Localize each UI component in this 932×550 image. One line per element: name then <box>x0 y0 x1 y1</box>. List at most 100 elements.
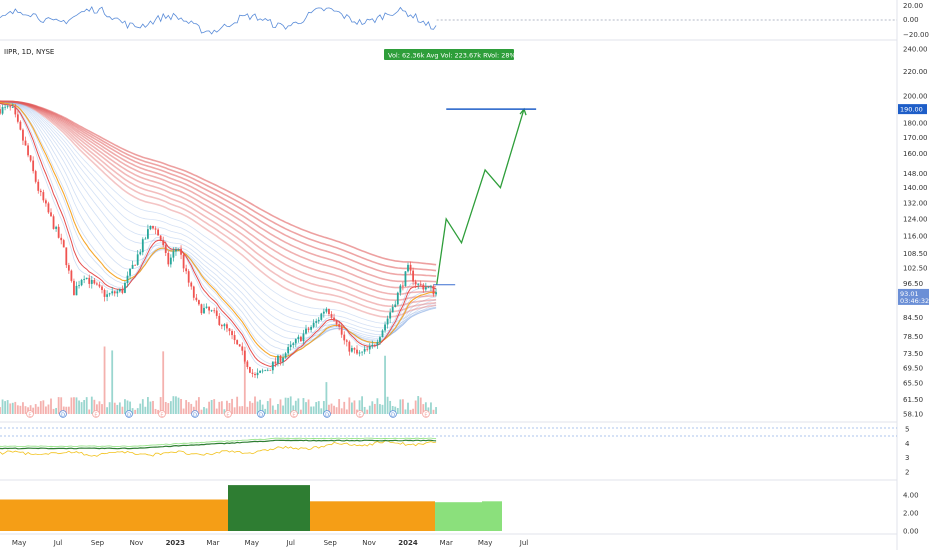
candle-body <box>402 285 404 287</box>
candle-body <box>371 344 374 347</box>
volume-bar <box>121 406 124 414</box>
candle-body <box>19 121 22 130</box>
candle-body <box>269 369 272 371</box>
volume-bar <box>417 396 420 414</box>
candle-body <box>368 346 371 350</box>
volume-bar <box>16 405 19 414</box>
target-price-tag: 190.00 <box>900 106 923 114</box>
candle-body <box>75 285 78 296</box>
candle-body <box>432 286 435 295</box>
volume-bar <box>175 396 177 414</box>
candle-body <box>399 285 402 293</box>
volume-bar <box>259 399 261 414</box>
price-tick-label: 132.00 <box>903 199 928 207</box>
volume-bar <box>139 403 142 414</box>
candle-body <box>333 317 335 321</box>
volume-bar <box>333 405 335 414</box>
volume-bar <box>39 401 42 414</box>
mid-tick-label: 5 <box>905 426 909 434</box>
volume-bar <box>422 404 425 414</box>
candle-body <box>340 326 343 335</box>
histogram-segment <box>0 499 228 531</box>
candle-body <box>335 320 338 325</box>
volume-bar <box>203 407 205 414</box>
candle-body <box>172 251 175 258</box>
candle-body <box>210 310 213 312</box>
candle-body <box>126 275 129 283</box>
volume-bar <box>73 397 75 414</box>
candle-body <box>88 277 91 284</box>
candle-body <box>185 268 188 272</box>
time-tick-label: Mar <box>206 539 219 547</box>
candle-body <box>101 286 103 290</box>
slow-ema-line <box>0 100 437 272</box>
current-time-tag: 03:46:32 <box>900 297 929 305</box>
stats-badge-bg <box>384 49 514 60</box>
dividend-marker <box>125 410 133 418</box>
mid-tick-label: 4 <box>905 440 910 448</box>
fast-ema-line <box>0 102 437 360</box>
bottom-indicator-pane <box>0 485 502 531</box>
candle-body <box>0 109 1 114</box>
volume-bar <box>407 402 409 414</box>
candle-body <box>315 321 318 323</box>
volume-bar <box>402 399 404 414</box>
volume-bar <box>78 400 80 414</box>
time-tick-label: May <box>12 539 26 547</box>
volume-bar <box>80 402 83 414</box>
candle-body <box>162 240 165 246</box>
price-tick-label: 102.50 <box>903 264 928 272</box>
candle-body <box>103 289 106 297</box>
candle-body <box>284 353 287 358</box>
volume-bar <box>427 407 430 414</box>
time-tick-label: 2023 <box>166 539 186 547</box>
price-tick-label: 96.50 <box>903 280 923 288</box>
candle-body <box>430 286 432 288</box>
volume-bar <box>424 402 427 414</box>
time-tick-label: Nov <box>362 539 376 547</box>
candle-body <box>106 294 108 297</box>
candle-body <box>24 140 27 146</box>
volume-bar <box>391 405 394 414</box>
candle-body <box>213 310 216 312</box>
volume-bar <box>396 408 399 414</box>
histogram-segment <box>228 485 310 531</box>
oscillator-pane <box>0 6 897 35</box>
price-tick-label: 78.50 <box>903 333 923 341</box>
candle-body <box>32 160 35 172</box>
volume-bar <box>215 408 218 414</box>
volume-bar <box>328 404 330 414</box>
volume-bar <box>83 400 86 414</box>
earnings-marker-label: E <box>424 413 427 419</box>
candle-body <box>274 361 277 364</box>
volume-bar <box>289 396 292 414</box>
volume-bar <box>14 401 17 414</box>
volume-bar <box>366 409 369 414</box>
volume-bar <box>371 401 374 414</box>
volume-bar <box>241 406 244 414</box>
mid-indicator-pane <box>0 427 897 457</box>
candle-body <box>379 337 381 343</box>
volume-bar <box>29 405 32 414</box>
volume-bar <box>136 408 139 414</box>
volume-bar <box>338 399 341 414</box>
volume-bar <box>210 399 213 414</box>
volume-bar <box>213 399 216 414</box>
candle-body <box>215 310 218 316</box>
candle-body <box>108 293 111 295</box>
fast-ema-line <box>0 102 437 365</box>
volume-bar <box>129 401 131 414</box>
volume-bar <box>131 408 134 414</box>
bottom-tick-label: 2.00 <box>903 510 919 518</box>
candle-body <box>412 270 414 282</box>
histogram-segment <box>310 501 435 531</box>
volume-bar <box>167 403 170 414</box>
volume-bar <box>198 397 200 414</box>
price-tick-label: 58.10 <box>903 411 923 419</box>
volume-bar <box>90 396 93 414</box>
candle-body <box>203 307 205 314</box>
dividend-marker <box>191 410 199 418</box>
candle-body <box>277 355 279 364</box>
volume-bar <box>50 398 52 414</box>
candle-body <box>177 248 180 250</box>
